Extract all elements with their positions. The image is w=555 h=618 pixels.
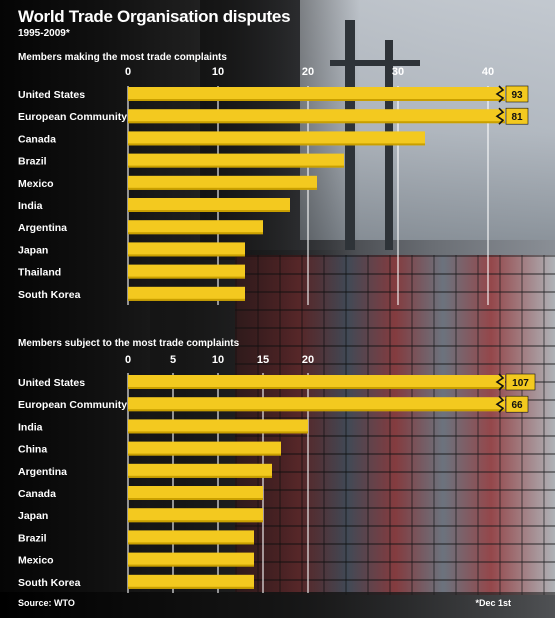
panel-title-complainants: Members making the most trade complaints <box>18 52 227 63</box>
complainant-category-label: Japan <box>18 244 48 256</box>
x-tick-label: 20 <box>302 354 314 366</box>
bar-shadow <box>128 298 245 301</box>
bar-shadow <box>128 165 344 168</box>
value-label-box <box>505 85 529 103</box>
bar-shadow <box>128 564 254 567</box>
respondent-bar <box>128 486 263 500</box>
respondent-bar <box>128 375 505 389</box>
bar-shadow <box>128 99 505 101</box>
complainant-bar <box>128 109 505 124</box>
respondent-value-label: 66 <box>511 400 523 411</box>
complainant-category-label: United States <box>18 89 85 101</box>
respondent-value-label: 107 <box>512 378 529 389</box>
bar-shadow <box>128 409 505 412</box>
bar-shadow <box>128 453 281 456</box>
respondent-category-label: India <box>18 421 43 433</box>
bar-shadow <box>128 498 263 500</box>
bar-shadow <box>128 431 308 434</box>
value-label-box <box>505 395 529 413</box>
axis-break-mark <box>495 107 505 125</box>
respondent-bar <box>128 419 308 434</box>
respondent-category-label: United States <box>18 377 85 389</box>
complainant-category-label: Brazil <box>18 156 47 168</box>
respondent-category-label: Argentina <box>18 466 67 478</box>
complainant-bar <box>128 175 317 190</box>
complainant-bar <box>128 264 245 279</box>
complainant-category-label: Thailand <box>18 267 61 279</box>
complainant-value-label: 93 <box>511 90 523 101</box>
complainant-category-label: Mexico <box>18 178 54 190</box>
respondent-bar <box>128 574 254 589</box>
axis-break-mark <box>495 373 505 391</box>
chart-title: World Trade Organisation disputes <box>18 7 291 26</box>
complainant-bar <box>128 198 290 212</box>
footnote: *Dec 1st <box>475 598 511 608</box>
x-tick-label: 0 <box>125 354 131 366</box>
complainant-category-label: European Community <box>18 111 127 123</box>
x-tick-label: 15 <box>257 354 269 366</box>
bar-shadow <box>128 121 505 124</box>
bar-shadow <box>128 232 263 235</box>
x-tick-label: 5 <box>170 354 176 366</box>
x-tick-label: 10 <box>212 66 224 78</box>
respondent-bar <box>128 441 281 456</box>
respondent-category-label: Brazil <box>18 532 47 544</box>
x-tick-label: 0 <box>125 66 131 78</box>
bar-shadow <box>128 520 263 523</box>
value-label-box <box>505 373 536 391</box>
complainant-bar <box>128 242 245 257</box>
complainant-bar <box>128 286 245 301</box>
bar-chart-complainants: 0 10 20 30 40 United States 93 European Communi… <box>18 66 529 305</box>
source-note: Source: WTO <box>18 598 75 608</box>
complainant-bar <box>128 220 263 235</box>
bar-shadow <box>128 143 425 146</box>
background-fade <box>200 0 360 260</box>
complainant-category-label: India <box>18 200 43 212</box>
bar-shadow <box>128 586 254 589</box>
bar-shadow <box>128 210 290 212</box>
complainant-bar <box>128 153 344 168</box>
x-tick-label: 20 <box>302 66 314 78</box>
respondent-category-label: Japan <box>18 510 48 522</box>
bar-shadow <box>128 387 505 389</box>
background-crane-arm <box>330 60 420 66</box>
complainant-category-label: Canada <box>18 133 56 145</box>
x-tick-label: 30 <box>392 66 404 78</box>
complainant-value-label: 81 <box>511 112 523 123</box>
axis-break-mark <box>495 85 505 103</box>
complainant-category-label: Argentina <box>18 222 67 234</box>
respondent-category-label: Canada <box>18 488 56 500</box>
footer-strip <box>0 592 555 618</box>
respondent-category-label: South Korea <box>18 577 81 589</box>
bar-shadow <box>128 187 317 190</box>
axis-break-mark <box>495 395 505 413</box>
chart-subtitle: 1995-2009* <box>18 28 70 39</box>
bar-shadow <box>128 254 245 257</box>
complainant-bar <box>128 131 425 146</box>
bar-shadow <box>128 276 245 279</box>
complainant-bar <box>128 87 505 101</box>
bar-shadow <box>128 542 254 545</box>
respondent-bar <box>128 530 254 545</box>
respondent-bar <box>128 508 263 523</box>
respondent-bar <box>128 397 505 412</box>
respondent-category-label: European Community <box>18 399 127 411</box>
x-tick-label: 40 <box>482 66 494 78</box>
bar-shadow <box>128 475 272 478</box>
respondent-bar <box>128 463 272 478</box>
complainant-category-label: South Korea <box>18 289 81 301</box>
respondent-bar <box>128 552 254 567</box>
respondent-category-label: Mexico <box>18 555 54 567</box>
respondent-category-label: China <box>18 444 47 456</box>
x-tick-label: 10 <box>212 354 224 366</box>
value-label-box <box>505 107 529 125</box>
panel-title-respondents: Members subject to the most trade compla… <box>18 338 240 349</box>
